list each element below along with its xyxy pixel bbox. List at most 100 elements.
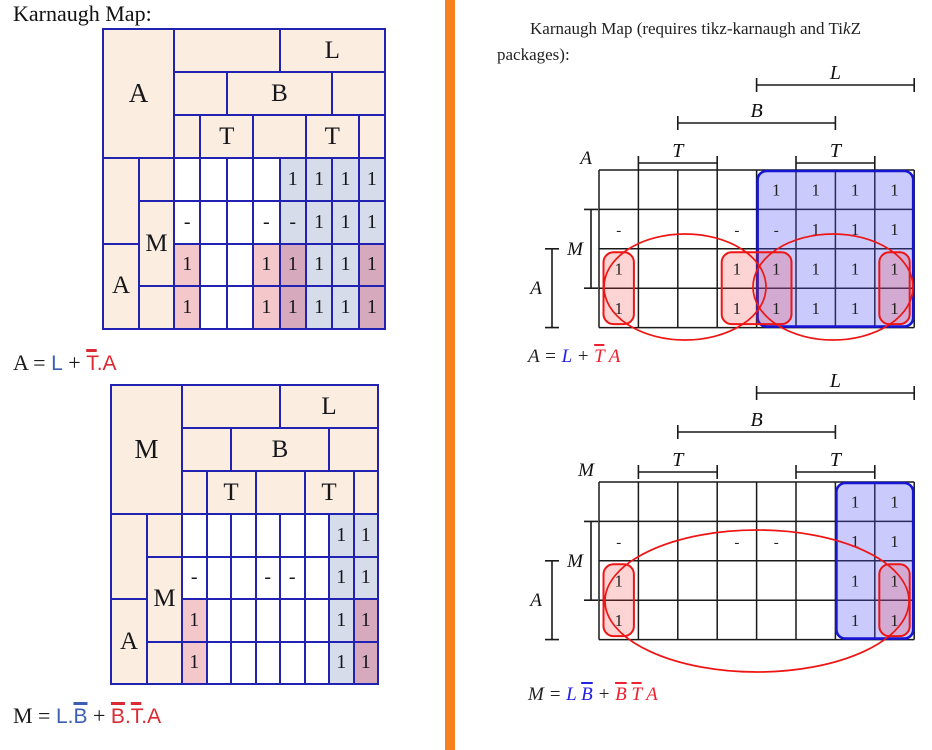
kmap-header-L: L <box>281 386 377 427</box>
kmap-side-label-M: M <box>148 557 181 641</box>
tikz-bracket <box>584 520 598 601</box>
kmap-cell: 1 <box>359 201 384 243</box>
tikz-formula-M: M = L B + B T A <box>528 684 658 706</box>
tikz-cell-value: 1 <box>772 181 781 200</box>
tikz-cell-value: 1 <box>890 181 899 200</box>
formula-segment: k <box>843 19 851 38</box>
formula-segment: T <box>631 684 642 705</box>
tikz-cell-value: 1 <box>614 611 623 630</box>
kmap-side-label-A: A <box>112 600 146 683</box>
kmap-cell <box>232 600 255 641</box>
kmap-cell <box>232 557 255 598</box>
kmap-header-T: T <box>306 116 358 157</box>
kmap-cell <box>207 600 230 641</box>
tikz-bracket <box>545 248 559 329</box>
tikz-cell-value: 1 <box>851 611 860 630</box>
tikz-cell-value: 1 <box>733 299 742 318</box>
tikz-bracket-label: L <box>829 372 841 392</box>
kmap-cell <box>207 642 230 683</box>
tikz-cell-value: 1 <box>851 299 860 318</box>
kmap-header-blank <box>330 429 377 470</box>
kmap-cell: - <box>256 557 279 598</box>
tikz-cell-value: 1 <box>811 220 820 239</box>
tikz-group-red <box>720 251 793 326</box>
kmap-cell <box>201 287 226 328</box>
tikz-bracket-label: T <box>672 140 685 162</box>
kmap-cell <box>201 159 226 200</box>
kmap-side-blank <box>140 159 173 200</box>
kmap-cell <box>227 244 253 286</box>
formula-segment: A <box>604 346 621 367</box>
kmap-cell: 1 <box>175 244 200 286</box>
tikz-bracket-label: T <box>830 140 843 162</box>
formula-segment: M = <box>13 703 56 728</box>
kmap-cell <box>201 201 226 243</box>
tikz-cell-value: 1 <box>851 572 860 591</box>
tikz-corner-label: A <box>578 148 592 169</box>
kmap-cell: 1 <box>359 287 384 328</box>
kmap-header-blank <box>333 73 384 114</box>
tikz-bracket <box>584 208 598 289</box>
kmap-header-B: B <box>227 73 332 114</box>
tikz-bracket-label: L <box>829 62 841 84</box>
tikz-bracket <box>637 156 718 170</box>
tikz-cell-value: - <box>616 535 621 551</box>
formula-segment: + <box>592 684 616 705</box>
tikz-cell-value: 1 <box>890 493 899 512</box>
kmap-cell: 1 <box>354 600 377 641</box>
kmap-side-blank <box>148 642 181 683</box>
kmap-corner-label: M <box>112 386 181 513</box>
tikz-cell-value: - <box>774 535 779 551</box>
formula-segment: T <box>594 346 605 367</box>
tikz-bracket <box>755 386 915 400</box>
kmap-cell <box>305 557 328 598</box>
tikz-cell-value: - <box>734 223 739 239</box>
kmap-cell <box>227 159 253 200</box>
kmap-header-blank <box>183 429 230 470</box>
formula-segment: T <box>86 352 97 375</box>
kmap-header-T: T <box>305 472 353 513</box>
kmap-header-blank <box>359 116 384 157</box>
kmap-cell <box>305 515 328 556</box>
kmap-side-blank <box>104 159 138 243</box>
tikz-bracket <box>795 156 876 170</box>
tikz-bracket-label: B <box>750 100 762 122</box>
tikz-cell-value: 1 <box>811 299 820 318</box>
formula-M: M = L.B + B.T.A <box>13 703 161 729</box>
formula-segment: . <box>124 705 131 728</box>
tikz-cell-value: - <box>734 535 739 551</box>
formula-segment: + <box>87 703 111 728</box>
formula-segment: B <box>581 684 593 705</box>
kmap-header-blank <box>254 116 305 157</box>
kmap-cell <box>281 642 304 683</box>
tikz-ellipse <box>752 233 914 341</box>
formula-segment: + <box>62 350 87 375</box>
left-title: Karnaugh Map: <box>13 1 152 26</box>
kmap-cell <box>305 600 328 641</box>
kmap-cell <box>256 600 279 641</box>
formula-segment: L <box>561 346 572 367</box>
kmap-side-label-A: A <box>104 244 138 328</box>
kmap-cell: 1 <box>306 287 332 328</box>
right-title-line2: packages): <box>497 45 570 65</box>
tikz-cell-value: - <box>774 223 779 239</box>
kmap-cell: 1 <box>359 159 384 200</box>
kmap-side-blank <box>140 287 173 328</box>
kmap-cell: 1 <box>330 557 353 598</box>
formula-segment: B <box>110 705 125 728</box>
formula-segment: B <box>73 705 88 728</box>
kmap-cell <box>232 515 255 556</box>
tikz-cell-value: 1 <box>890 299 899 318</box>
tikz-bracket <box>677 425 837 439</box>
tikz-side-label: A <box>528 278 542 299</box>
tikz-corner-label: M <box>577 460 595 481</box>
formula-segment: A = <box>13 350 52 375</box>
kmap-side-blank <box>148 515 181 556</box>
tikz-side-label: M <box>566 239 584 260</box>
kmap-cell: 1 <box>333 201 358 243</box>
tikz-cell-value: 1 <box>890 260 899 279</box>
tikz-bracket-label: T <box>830 449 843 471</box>
kmap-cell <box>256 642 279 683</box>
kmap-cell: 1 <box>306 201 332 243</box>
